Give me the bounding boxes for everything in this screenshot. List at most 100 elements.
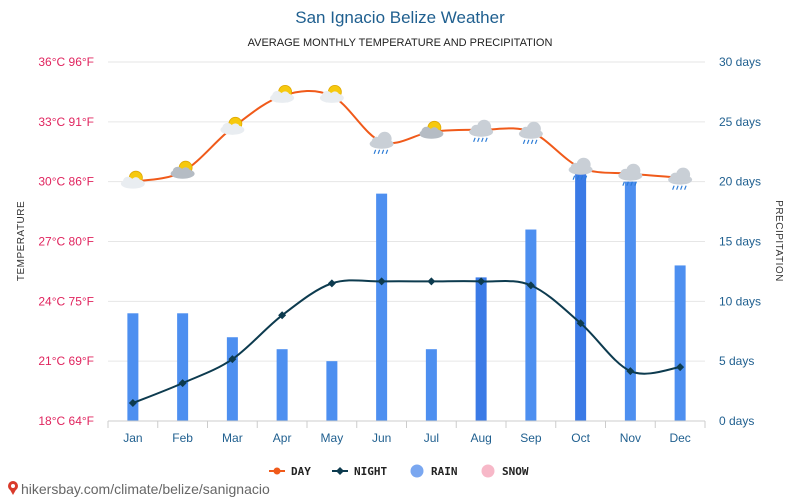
x-tick-label: Mar [222, 431, 243, 445]
x-tick-label: Jul [424, 431, 439, 445]
right-tick-label: 5 days [719, 354, 754, 368]
x-tick-label: Jan [123, 431, 142, 445]
rain-drop [576, 175, 580, 180]
right-tick-label: 0 days [719, 414, 754, 428]
legend[interactable]: DAY NIGHT RAIN SNOW [269, 464, 529, 479]
left-tick-label: 30°C 86°F [38, 175, 94, 189]
rain-drop [584, 175, 588, 180]
rain-drop [572, 175, 576, 180]
legend-item-rain[interactable]: RAIN [410, 464, 458, 479]
night-legend-marker [336, 467, 344, 475]
night-point [676, 363, 685, 372]
location-pin-icon [8, 481, 18, 495]
x-tick-label: Jun [372, 431, 391, 445]
left-axis-title: TEMPERATURE [16, 201, 27, 281]
legend-item-night[interactable]: NIGHT [332, 465, 387, 478]
legend-label: DAY [291, 465, 311, 478]
right-axis-title: PRECIPITATION [773, 200, 784, 282]
x-tick-label: Sep [520, 431, 542, 445]
night-point [526, 281, 535, 290]
rain-drop [684, 185, 687, 190]
rain-bar [376, 193, 388, 421]
rain-cloud-icon [568, 157, 593, 180]
day-line [132, 90, 681, 183]
rain-bars [127, 169, 686, 421]
rain-drop [477, 137, 480, 143]
sunny-cloud-icon [270, 85, 295, 103]
legend-label: SNOW [502, 465, 529, 478]
x-tick-label: Apr [273, 431, 292, 445]
night-point [327, 279, 336, 288]
day-legend-marker [273, 467, 281, 475]
legend-item-day[interactable]: DAY [269, 465, 311, 478]
x-tick-label: Feb [172, 431, 193, 445]
x-tick-label: Dec [669, 431, 690, 445]
cloud-puff [626, 163, 641, 178]
night-line [132, 279, 681, 404]
left-tick-label: 33°C 91°F [38, 115, 94, 129]
night-point [626, 367, 635, 376]
rain-bar [624, 181, 636, 421]
watermark-link[interactable]: hikersbay.com/climate/belize/sanignacio [21, 481, 270, 497]
watermark[interactable]: hikersbay.com/climate/belize/sanignacio [8, 481, 270, 497]
sunny-cloud-icon [319, 85, 344, 103]
legend-label: NIGHT [354, 465, 387, 478]
rain-drop [481, 137, 484, 143]
partly-sunny-cloudy-icon [170, 160, 195, 179]
rain-bar [177, 313, 189, 421]
rain-drop [680, 185, 683, 190]
rain-drop [377, 149, 381, 154]
night-point [576, 319, 585, 328]
rain-bar [127, 313, 139, 421]
rain-drop [622, 181, 625, 186]
rain-drop [385, 149, 389, 154]
rain-cloud-icon [668, 167, 693, 190]
rain-drop [526, 139, 530, 145]
rain-bar [326, 361, 338, 421]
cloud-puff [131, 177, 141, 187]
rain-cloud-icon [369, 131, 394, 154]
rain-legend-icon [410, 464, 424, 478]
rain-bar [575, 169, 587, 421]
cloud-puff [330, 91, 340, 101]
chart-title: San Ignacio Belize Weather [295, 8, 505, 27]
rain-drop [534, 139, 538, 145]
rain-drop [530, 139, 534, 145]
rain-drop [485, 137, 488, 143]
cloud-puff [526, 121, 541, 136]
cloud-puff [576, 157, 591, 172]
legend-label: RAIN [431, 465, 458, 478]
temperature-lines [128, 90, 685, 408]
rain-cloud-icon [518, 121, 543, 145]
rain-drop [634, 181, 637, 186]
grid-lines [108, 61, 705, 422]
rain-drop [626, 181, 629, 186]
left-tick-label: 27°C 80°F [38, 235, 94, 249]
night-point [228, 355, 237, 364]
night-point [427, 277, 436, 286]
rain-bar [525, 229, 537, 421]
cloud-puff [172, 166, 183, 177]
cloud-puff [280, 91, 290, 101]
cloud-puff [477, 119, 492, 134]
cloud-puff [272, 90, 283, 101]
rain-drop [522, 139, 526, 145]
night-point [477, 277, 486, 286]
cloud-puff [429, 127, 439, 137]
night-point [178, 379, 187, 388]
rain-drop [630, 181, 633, 186]
rain-bar [425, 349, 437, 421]
partly-sunny-cloudy-icon [419, 120, 444, 139]
partly-sunny-icon [120, 170, 145, 189]
rain-drop [381, 149, 385, 154]
rain-drop [676, 185, 679, 190]
rain-cloud-icon [469, 119, 494, 143]
left-tick-label: 18°C 64°F [38, 414, 94, 428]
night-point [278, 311, 287, 320]
legend-item-snow[interactable]: SNOW [481, 464, 529, 479]
cloud-puff [230, 123, 240, 133]
right-tick-label: 30 days [719, 55, 761, 69]
rain-bar [276, 349, 288, 421]
rain-bar [226, 337, 238, 421]
